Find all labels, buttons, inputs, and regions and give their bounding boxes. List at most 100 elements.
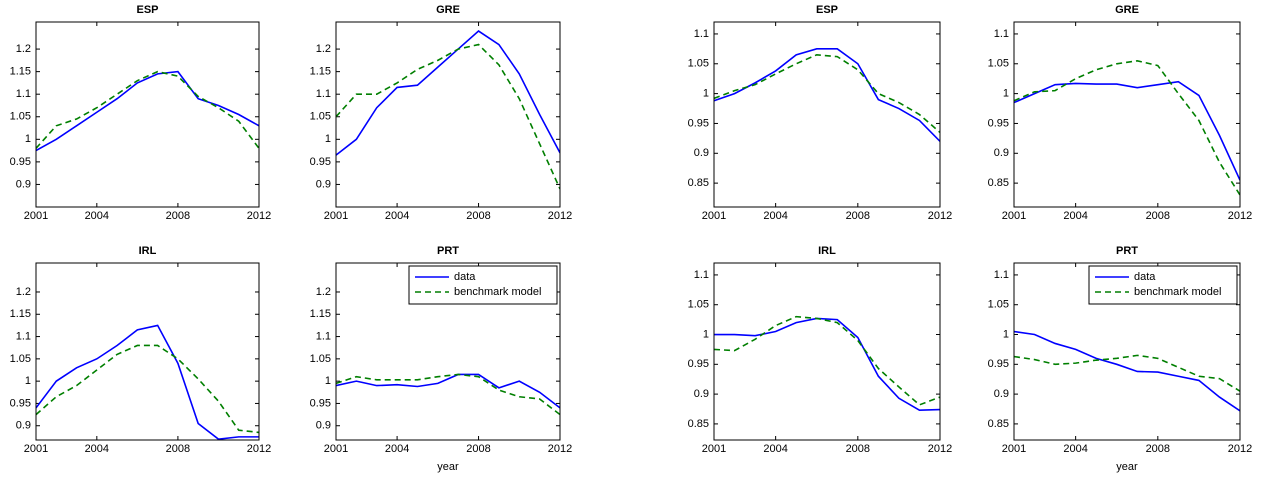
y-tick-label: 0.9 — [16, 178, 31, 190]
y-tick-label: 0.95 — [10, 397, 31, 409]
y-tick-label: 1.1 — [316, 330, 331, 342]
data-line — [1014, 80, 1240, 181]
y-tick-label: 1.05 — [688, 299, 709, 311]
x-axis-label: year — [437, 461, 459, 473]
x-tick-label: 2012 — [1228, 210, 1252, 222]
y-tick-label: 0.9 — [316, 420, 331, 432]
y-tick-label: 1.05 — [688, 58, 709, 70]
x-tick-label: 2008 — [1146, 443, 1170, 455]
y-tick-label: 1.15 — [310, 66, 331, 78]
x-tick-label: 2008 — [466, 210, 490, 222]
x-tick-label: 2001 — [702, 210, 726, 222]
x-tick-label: 2012 — [548, 443, 572, 455]
legend-box — [1088, 265, 1238, 305]
y-tick-label: 1 — [25, 133, 31, 145]
y-tick-label: 0.85 — [988, 177, 1009, 189]
x-tick-label: 2012 — [247, 443, 271, 455]
x-tick-label: 2004 — [85, 443, 109, 455]
axes-box — [713, 262, 941, 441]
x-tick-label: 2008 — [846, 210, 870, 222]
x-tick-label: 2001 — [1002, 210, 1026, 222]
legend-label: data — [454, 271, 476, 283]
y-tick-label: 0.95 — [10, 156, 31, 168]
y-tick-label: 1.1 — [994, 28, 1009, 40]
x-tick-label: 2008 — [166, 210, 190, 222]
data-line — [1014, 330, 1240, 412]
data-line — [714, 315, 940, 406]
y-tick-label: 0.9 — [694, 388, 709, 400]
x-tick-label: 2001 — [324, 443, 348, 455]
data-line — [36, 70, 259, 149]
y-tick-label: 1 — [325, 133, 331, 145]
data-line — [336, 373, 560, 409]
x-tick-label: 2008 — [466, 443, 490, 455]
panel-title: IRL — [818, 245, 836, 257]
y-tick-label: 0.95 — [988, 117, 1009, 129]
y-tick-label: 1.2 — [16, 286, 31, 298]
x-tick-label: 2001 — [324, 210, 348, 222]
y-tick-label: 0.95 — [310, 397, 331, 409]
data-line — [714, 48, 940, 142]
legend-label: benchmark model — [1134, 286, 1221, 298]
y-tick-label: 1.1 — [16, 330, 31, 342]
y-tick-label: 0.95 — [988, 358, 1009, 370]
x-tick-label: 2012 — [928, 443, 952, 455]
y-tick-label: 1.2 — [316, 43, 331, 55]
data-line — [36, 324, 259, 440]
axes-box — [335, 262, 561, 441]
y-tick-label: 0.85 — [688, 177, 709, 189]
x-tick-label: 2004 — [1063, 210, 1087, 222]
x-tick-label: 2001 — [24, 443, 48, 455]
panel-title: GRE — [1115, 4, 1139, 16]
panel-title: ESP — [816, 4, 838, 16]
axes-box — [713, 21, 941, 208]
y-tick-label: 1.15 — [10, 66, 31, 78]
data-line — [714, 54, 940, 134]
panel-title: PRT — [437, 245, 459, 257]
data-line — [336, 30, 560, 156]
x-tick-label: 2004 — [385, 443, 409, 455]
y-tick-label: 1.15 — [10, 308, 31, 320]
legend-label: data — [1134, 271, 1156, 283]
x-tick-label: 2012 — [1228, 443, 1252, 455]
data-line — [1014, 59, 1240, 196]
y-tick-label: 0.95 — [688, 358, 709, 370]
y-tick-label: 1.15 — [310, 308, 331, 320]
panel-title: GRE — [436, 4, 460, 16]
y-tick-label: 0.9 — [16, 420, 31, 432]
y-tick-label: 0.95 — [310, 156, 331, 168]
x-tick-label: 2008 — [1146, 210, 1170, 222]
y-tick-label: 1.1 — [16, 88, 31, 100]
x-tick-label: 2012 — [548, 210, 572, 222]
x-axis-label: year — [1116, 461, 1138, 473]
y-tick-label: 0.95 — [688, 117, 709, 129]
data-line — [36, 344, 259, 434]
x-tick-label: 2004 — [385, 210, 409, 222]
y-tick-label: 1.1 — [694, 28, 709, 40]
x-tick-label: 2001 — [24, 210, 48, 222]
y-tick-label: 1.05 — [310, 111, 331, 123]
y-tick-label: 0.85 — [988, 418, 1009, 430]
y-tick-label: 0.9 — [694, 147, 709, 159]
y-tick-label: 1.05 — [988, 299, 1009, 311]
axes-box — [35, 21, 260, 208]
x-tick-label: 2001 — [702, 443, 726, 455]
panel-title: ESP — [136, 4, 158, 16]
x-tick-label: 2004 — [763, 443, 787, 455]
x-tick-label: 2008 — [846, 443, 870, 455]
axes-box — [1013, 262, 1241, 441]
data-line — [336, 373, 560, 416]
y-tick-label: 1 — [325, 375, 331, 387]
panel-title: IRL — [139, 245, 157, 257]
data-line — [714, 317, 940, 412]
x-tick-label: 2012 — [247, 210, 271, 222]
y-tick-label: 0.9 — [994, 147, 1009, 159]
axes-box — [35, 262, 260, 441]
x-tick-label: 2004 — [763, 210, 787, 222]
y-tick-label: 1.1 — [694, 269, 709, 281]
y-tick-label: 1 — [1003, 88, 1009, 100]
x-tick-label: 2004 — [85, 210, 109, 222]
data-line — [36, 70, 259, 152]
data-line — [1014, 354, 1240, 392]
